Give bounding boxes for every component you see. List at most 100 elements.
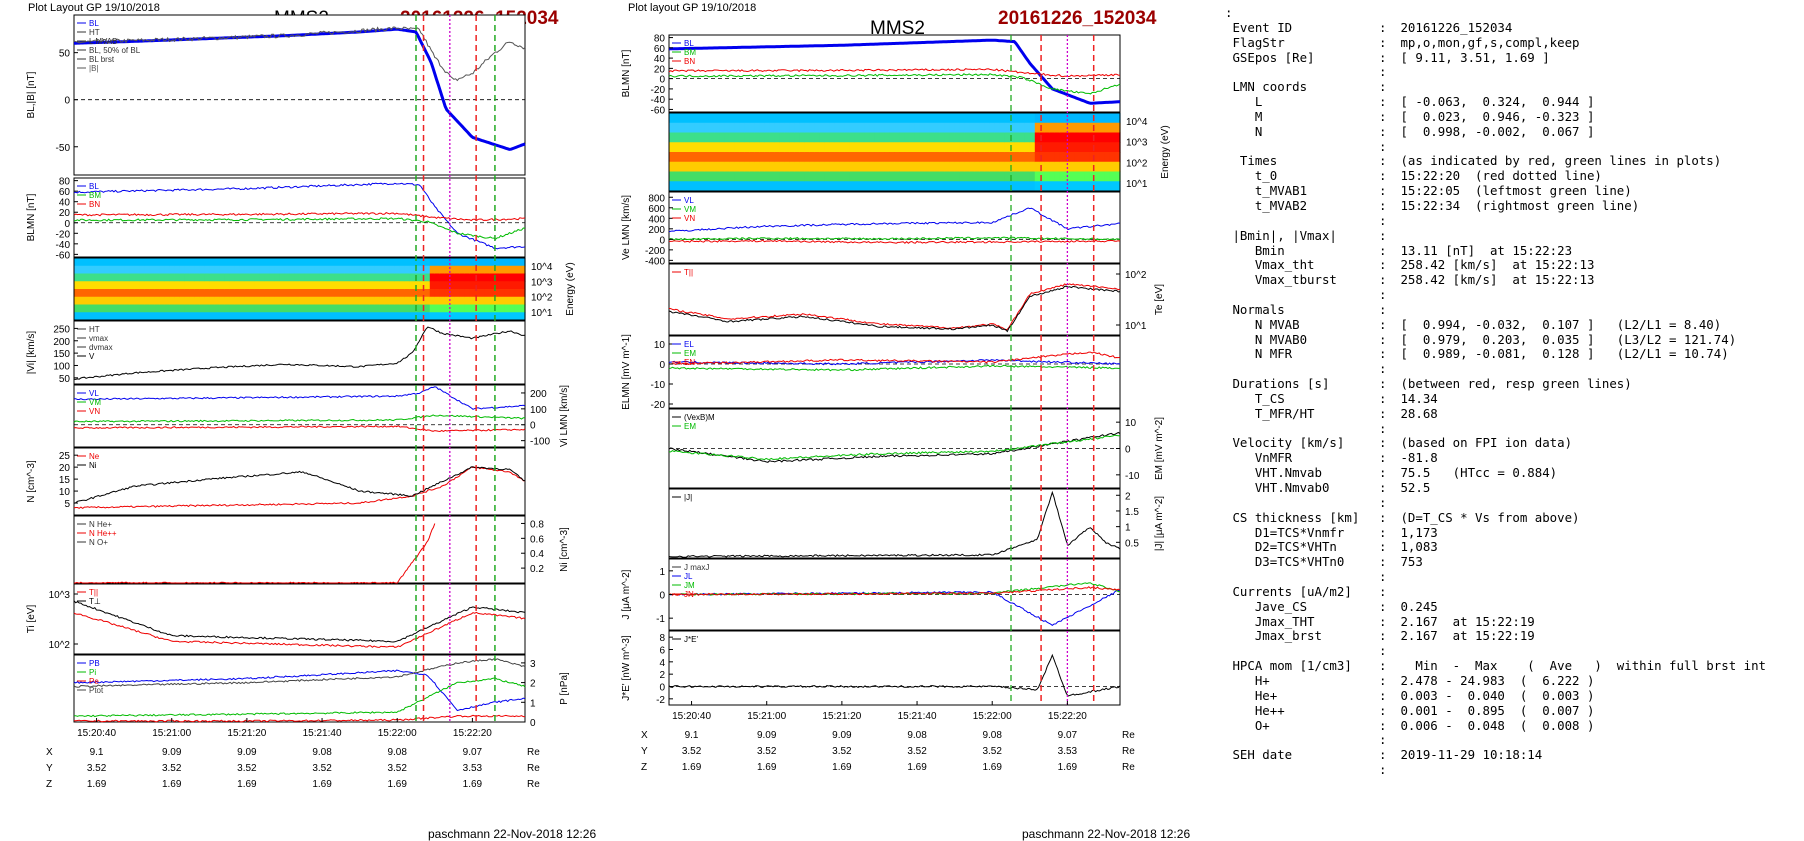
spectrogram-cell [319,258,326,267]
spectrogram-cell [979,161,986,173]
info-value [1393,569,1400,584]
spectrogram-cell [499,296,506,306]
spectrogram-cell [799,122,805,134]
info-row: D3=TCS*VHTn0: 753 [1225,554,1795,570]
spectrogram-cell [1049,113,1056,124]
y-tick-label: 80 [59,177,71,188]
spectrogram-cell [824,152,830,163]
spectrogram-cell [684,161,690,173]
spectrogram-cell [954,113,961,124]
info-value: 13.11 [nT] at 15:22:23 [1393,242,1573,258]
spectrogram-cell [334,258,341,267]
spectrogram-cell [514,273,521,282]
spectrogram-cell [314,296,321,306]
spectrogram-cell [104,312,110,321]
spectrogram-cell [449,258,456,267]
spectrogram-cell [494,281,501,290]
spectrogram-cell [769,113,775,124]
spectrogram-cell [354,289,361,298]
spectrogram-cell [519,296,526,306]
spectrogram-cell [229,265,235,275]
spectrogram-cell [199,273,205,282]
spectrogram-cell [789,181,795,192]
orbit-value: 9.08 [982,730,1002,741]
orbit-value: 1.69 [682,762,702,773]
spectrogram-cell [699,113,705,124]
spectrogram-cell [189,312,195,321]
orbit-value: 1.69 [162,779,182,790]
spectrogram-cell [194,296,200,306]
spectrogram-cell [1054,132,1061,143]
spectrogram-cell [1054,142,1061,153]
spectrogram-cell [154,273,160,282]
spectrogram-cell [489,273,496,282]
y-tick-label: 1 [530,698,536,709]
spectrogram-cell [174,304,180,313]
series-line [73,466,526,504]
spectrogram-cell [829,152,835,163]
spectrogram-cell [264,281,271,290]
spectrogram-cell [1059,122,1066,134]
spectrogram-cell [124,304,130,313]
spectrogram-cell [949,132,956,143]
y-tick-label: -20 [56,229,71,240]
series-line [668,285,1121,333]
legend-label: VL [684,196,694,205]
info-label [1225,763,1379,778]
orbit-row-label: X [46,747,53,758]
spectrogram-cell [719,122,725,134]
spectrogram-cell [99,289,105,298]
spectrogram-cell [1024,142,1031,153]
spectrogram-cell [259,304,266,313]
spectrogram-cell [94,265,100,275]
spectrogram-cell [734,171,740,182]
spectrogram-cell [89,258,95,267]
spectrogram-cell [409,289,416,298]
info-value [1393,762,1400,777]
spectrogram-cell [979,113,986,124]
spectrogram-cell [894,152,901,163]
info-separator: : [1379,153,1387,169]
spectrogram-cell [984,181,991,192]
info-separator: : [1379,583,1387,599]
spectrogram-cell [849,161,856,173]
info-row: Currents [uA/m2]: [1225,583,1795,600]
spectrogram-cell [369,258,376,267]
spectrogram-cell [834,142,840,153]
spectrogram-cell [204,258,210,267]
spectrogram-cell [449,304,456,313]
spectrogram-cell [909,161,916,173]
spectrogram-cell [259,312,266,321]
spectrogram-cell [1029,113,1036,124]
spectrogram-cell [909,171,916,182]
spectrogram-cell [1079,152,1086,163]
orbit-value: 3.52 [312,763,332,774]
spectrogram-cell [919,132,926,143]
spectrogram-cell [499,304,506,313]
spectrogram-cell [229,273,235,282]
spectrogram-cell [99,258,105,267]
spectrogram-cell [824,171,830,182]
spectrogram-cell [239,273,245,282]
spectrogram-cell [889,171,896,182]
info-row: H+: 2.478 - 24.983 ( 6.222 ) [1225,673,1795,689]
spectrogram-cell [889,132,896,143]
spectrogram-cell [999,152,1006,163]
spectrogram-cell [514,289,521,298]
spectrogram-cell [259,265,266,275]
spectrogram-cell [434,281,441,290]
spectrogram-cell [464,296,471,306]
series-line [73,326,526,380]
spectrogram-cell [689,132,695,143]
spectrogram-cell [964,142,971,153]
spectrogram-cell [179,273,185,282]
info-label: VnMFR [1225,450,1293,466]
spectrogram-cell [884,181,891,192]
spectrogram-cell [464,258,471,267]
spectrogram-cell [924,161,931,173]
spectrogram-cell [674,132,680,143]
spectrogram-cell [309,289,316,298]
spectrogram-cell [899,171,906,182]
spectrogram-cell [879,122,886,134]
spectrogram-cell [379,296,386,306]
